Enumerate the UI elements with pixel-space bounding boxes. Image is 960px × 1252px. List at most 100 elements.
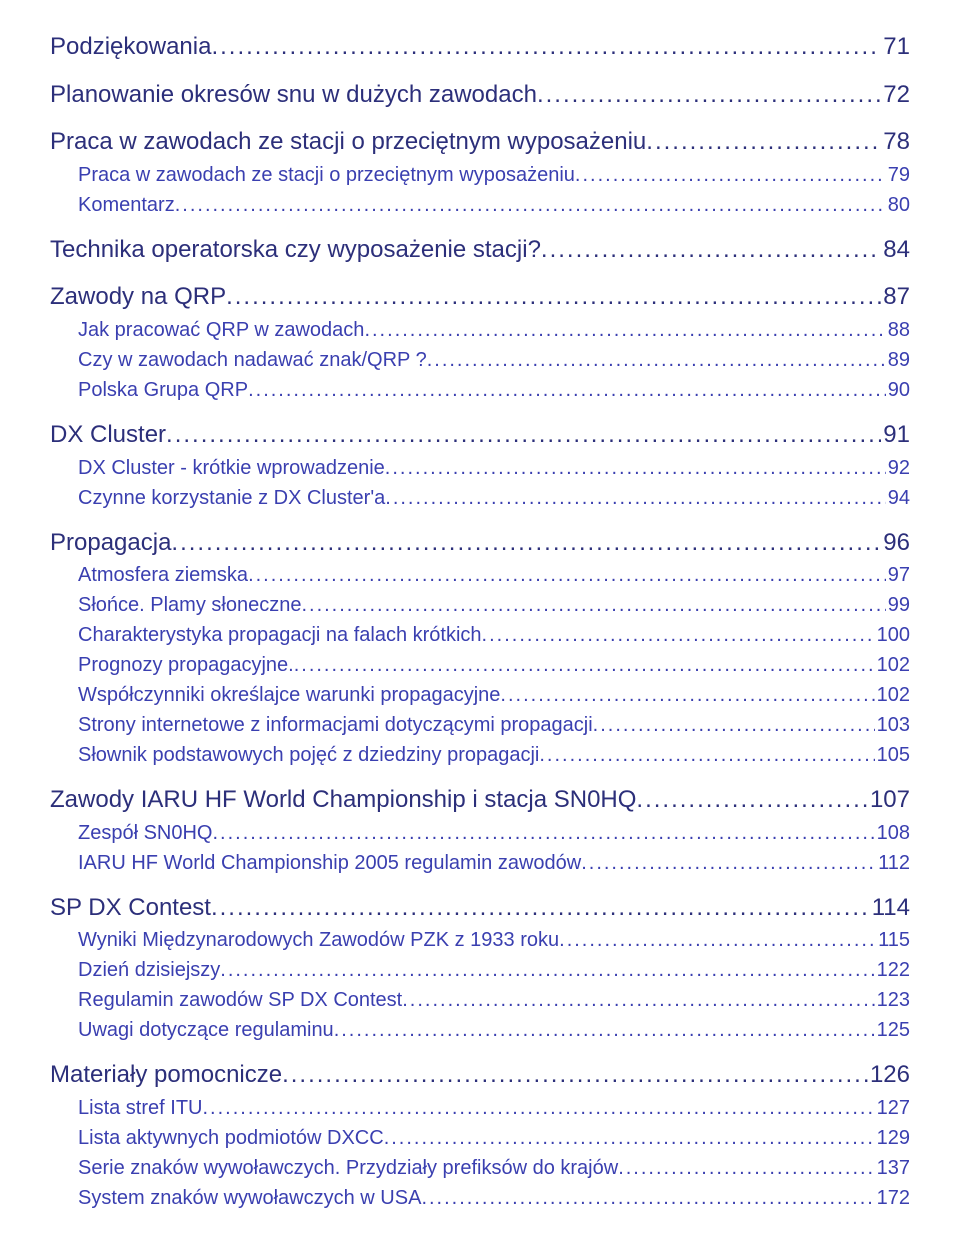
toc-entry-page: 99: [886, 591, 910, 619]
toc-entry-page: 126: [868, 1058, 910, 1092]
toc-entry-page: 108: [875, 819, 910, 847]
toc-entry-page: 127: [875, 1094, 910, 1122]
toc-entry-title: Jak pracować QRP w zawodach: [78, 316, 364, 344]
toc-leader-dots: ........................................…: [213, 819, 875, 847]
toc-leader-dots: ........................................…: [581, 849, 876, 877]
toc-leader-dots: ........................................…: [385, 454, 886, 482]
toc-entry: Regulamin zawodów SP DX Contest.........…: [50, 986, 910, 1014]
toc-entry-title: Wyniki Międzynarodowych Zawodów PZK z 19…: [78, 926, 559, 954]
toc-entry-page: 172: [875, 1184, 910, 1212]
toc-leader-dots: ........................................…: [541, 233, 881, 267]
toc-entry-title: Praca w zawodach ze stacji o przeciętnym…: [78, 161, 575, 189]
toc-entry-title: Komentarz: [78, 191, 175, 219]
toc-entry-page: 96: [881, 526, 910, 560]
toc-leader-dots: ........................................…: [248, 561, 886, 589]
toc-entry-page: 97: [886, 561, 910, 589]
toc-entry-page: 79: [886, 161, 910, 189]
toc-entry-title: Atmosfera ziemska: [78, 561, 248, 589]
toc-entry-title: Dzień dzisiejszy: [78, 956, 220, 984]
toc-leader-dots: ........................................…: [211, 891, 870, 925]
toc-leader-dots: ........................................…: [211, 30, 881, 64]
toc-entry: Planowanie okresów snu w dużych zawodach…: [50, 78, 910, 112]
toc-entry-title: Zawody na QRP: [50, 280, 226, 314]
toc-entry-title: Współczynniki określajce warunki propaga…: [78, 681, 500, 709]
toc-entry: Czy w zawodach nadawać znak/QRP ?.......…: [50, 346, 910, 374]
toc-entry: Komentarz...............................…: [50, 191, 910, 219]
toc-entry: Jak pracować QRP w zawodach.............…: [50, 316, 910, 344]
toc-leader-dots: ........................................…: [202, 1094, 874, 1122]
toc-entry-page: 114: [870, 891, 910, 925]
toc-entry-title: Strony internetowe z informacjami dotycz…: [78, 711, 593, 739]
toc-entry-page: 102: [875, 681, 910, 709]
toc-entry-title: Regulamin zawodów SP DX Contest: [78, 986, 402, 1014]
toc-entry-title: Lista stref ITU: [78, 1094, 202, 1122]
toc-entry: Charakterystyka propagacji na falach kró…: [50, 621, 910, 649]
toc-entry-page: 78: [881, 125, 910, 159]
table-of-contents: Podziękowania...........................…: [50, 30, 910, 1212]
toc-entry-page: 122: [875, 956, 910, 984]
toc-entry-page: 100: [875, 621, 910, 649]
toc-entry-page: 107: [868, 783, 910, 817]
toc-entry-title: Słońce. Plamy słoneczne: [78, 591, 301, 619]
toc-entry-page: 112: [876, 849, 910, 877]
toc-entry: Lista stref ITU.........................…: [50, 1094, 910, 1122]
toc-entry-page: 137: [875, 1154, 910, 1182]
toc-leader-dots: ........................................…: [248, 376, 886, 404]
toc-entry: Współczynniki określajce warunki propaga…: [50, 681, 910, 709]
toc-leader-dots: ........................................…: [559, 926, 876, 954]
toc-entry-title: IARU HF World Championship 2005 regulami…: [78, 849, 581, 877]
toc-entry-title: Polska Grupa QRP: [78, 376, 248, 404]
toc-leader-dots: ........................................…: [334, 1016, 875, 1044]
toc-leader-dots: ........................................…: [646, 125, 881, 159]
toc-leader-dots: ........................................…: [226, 280, 881, 314]
toc-entry-page: 123: [875, 986, 910, 1014]
toc-leader-dots: ........................................…: [384, 1124, 875, 1152]
toc-entry: DX Cluster - krótkie wprowadzenie.......…: [50, 454, 910, 482]
toc-entry: Lista aktywnych podmiotów DXCC..........…: [50, 1124, 910, 1152]
toc-entry: Dzień dzisiejszy........................…: [50, 956, 910, 984]
toc-entry: Uwagi dotyczące regulaminu..............…: [50, 1016, 910, 1044]
toc-entry-page: 89: [886, 346, 910, 374]
toc-entry-title: Podziękowania: [50, 30, 211, 64]
toc-entry: DX Cluster..............................…: [50, 418, 910, 452]
toc-entry-page: 72: [881, 78, 910, 112]
toc-leader-dots: ........................................…: [593, 711, 875, 739]
toc-entry-title: Planowanie okresów snu w dużych zawodach: [50, 78, 537, 112]
toc-entry-page: 103: [875, 711, 910, 739]
toc-leader-dots: ........................................…: [171, 526, 881, 560]
toc-entry-title: Zespół SN0HQ: [78, 819, 213, 847]
toc-entry: Prognozy propagacyjne...................…: [50, 651, 910, 679]
toc-leader-dots: ........................................…: [294, 651, 875, 679]
toc-leader-dots: ........................................…: [539, 741, 874, 769]
toc-entry-page: 125: [875, 1016, 910, 1044]
toc-entry-page: 129: [875, 1124, 910, 1152]
toc-entry: Zawody na QRP...........................…: [50, 280, 910, 314]
toc-entry-title: Czy w zawodach nadawać znak/QRP ?: [78, 346, 427, 374]
toc-entry-page: 84: [881, 233, 910, 267]
toc-entry-page: 91: [881, 418, 910, 452]
toc-entry-page: 90: [886, 376, 910, 404]
toc-entry: Słońce. Plamy słoneczne.................…: [50, 591, 910, 619]
toc-entry-title: Serie znaków wywoławczych. Przydziały pr…: [78, 1154, 618, 1182]
toc-leader-dots: ........................................…: [220, 956, 874, 984]
toc-entry-page: 88: [886, 316, 910, 344]
toc-entry-title: Prognozy propagacyjne.: [78, 651, 294, 679]
toc-entry: Zespół SN0HQ............................…: [50, 819, 910, 847]
toc-entry-page: 71: [881, 30, 910, 64]
toc-entry-title: DX Cluster - krótkie wprowadzenie: [78, 454, 385, 482]
toc-entry: Serie znaków wywoławczych. Przydziały pr…: [50, 1154, 910, 1182]
toc-entry-page: 102: [875, 651, 910, 679]
toc-entry-page: 94: [886, 484, 910, 512]
toc-leader-dots: ........................................…: [402, 986, 874, 1014]
toc-leader-dots: ........................................…: [575, 161, 886, 189]
toc-entry: SP DX Contest...........................…: [50, 891, 910, 925]
toc-leader-dots: ........................................…: [166, 418, 881, 452]
toc-leader-dots: ........................................…: [385, 484, 885, 512]
toc-entry-page: 105: [875, 741, 910, 769]
toc-leader-dots: ........................................…: [500, 681, 874, 709]
toc-entry: System znaków wywoławczych w USA........…: [50, 1184, 910, 1212]
toc-entry-title: SP DX Contest: [50, 891, 211, 925]
toc-entry: Praca w zawodach ze stacji o przeciętnym…: [50, 161, 910, 189]
toc-entry: Atmosfera ziemska.......................…: [50, 561, 910, 589]
toc-entry-title: Propagacja: [50, 526, 171, 560]
